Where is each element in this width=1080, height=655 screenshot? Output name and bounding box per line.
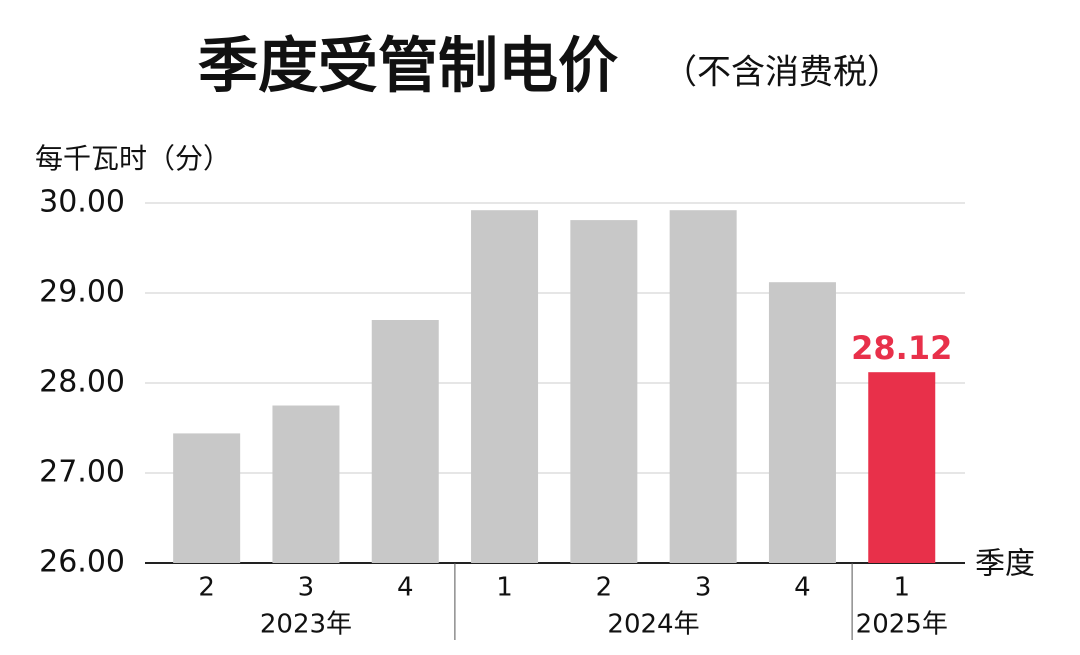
y-tick-label: 30.00 (39, 185, 125, 220)
x-tick-label: 4 (794, 573, 811, 603)
bar (173, 433, 241, 563)
bar (768, 282, 836, 563)
data-label: 28.12 (851, 329, 952, 367)
y-axis-label: 每千瓦时（分） (35, 142, 231, 175)
x-tick-label: 2 (198, 573, 215, 603)
bar (868, 372, 936, 563)
group-label: 2023年 (260, 610, 352, 640)
bar (669, 210, 737, 563)
y-tick-label: 28.00 (39, 365, 125, 400)
chart-subtitle: （不含消费税） (663, 53, 901, 93)
group-label: 2024年 (607, 610, 699, 640)
bar (471, 210, 539, 563)
bar (371, 320, 439, 563)
y-tick-label: 29.00 (39, 275, 125, 310)
bar (570, 220, 638, 563)
bar (272, 405, 340, 563)
x-tick-label: 1 (496, 573, 513, 603)
x-tick-label: 3 (298, 573, 315, 603)
group-label: 2025年 (856, 610, 948, 640)
x-axis-label: 季度 (975, 547, 1035, 582)
chart-title: 季度受管制电价 (198, 32, 618, 102)
x-tick-label: 1 (893, 573, 910, 603)
x-tick-label: 4 (397, 573, 414, 603)
x-tick-label: 2 (596, 573, 613, 603)
y-tick-label: 26.00 (39, 545, 125, 580)
y-tick-label: 27.00 (39, 455, 125, 490)
x-tick-label: 3 (695, 573, 712, 603)
